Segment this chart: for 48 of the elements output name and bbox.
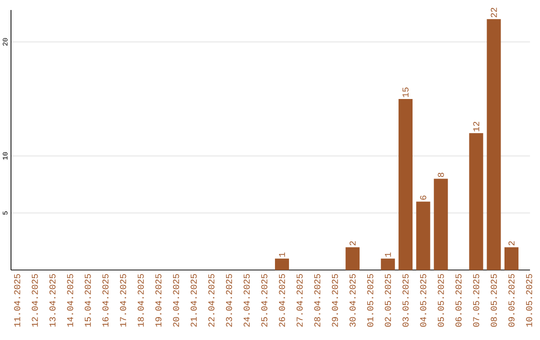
x-tick-label: 05.05.2025: [438, 274, 444, 327]
x-tick-label: 24.04.2025: [244, 274, 250, 327]
bar: [398, 98, 413, 270]
x-tick-label: 23.04.2025: [226, 274, 232, 327]
bar: [434, 178, 448, 270]
bar: [380, 258, 395, 270]
x-tick-label: 15.04.2025: [84, 274, 91, 327]
data-label: 12: [473, 122, 480, 132]
x-tick-label: 30.04.2025: [350, 274, 356, 327]
x-tick-label: 02.05.2025: [384, 274, 391, 327]
x-tick-label: 04.05.2025: [420, 274, 426, 327]
data-label: 15: [402, 88, 409, 98]
x-tick-label: 25.04.2025: [261, 274, 268, 327]
x-tick-label: 07.05.2025: [473, 274, 480, 327]
x-tick-label: 10.05.2025: [526, 274, 532, 327]
x-tick-label: 27.04.2025: [296, 274, 303, 327]
x-tick-label: 18.04.2025: [138, 274, 144, 327]
x-tick-label: 19.04.2025: [155, 274, 162, 327]
x-tick-label: 11.04.2025: [14, 274, 20, 327]
data-label: 8: [438, 172, 444, 177]
data-label: 2: [350, 241, 356, 246]
bar: [486, 19, 501, 270]
x-tick-label: 17.04.2025: [120, 274, 126, 327]
x-tick-label: 03.05.2025: [402, 274, 409, 327]
bar: [469, 133, 484, 270]
x-tick-label: 21.04.2025: [190, 274, 197, 327]
x-tick-label: 12.04.2025: [32, 274, 38, 327]
x-tick-label: 13.04.2025: [49, 274, 56, 327]
x-tick-label: 26.04.2025: [278, 274, 286, 327]
x-tick-label: 20.04.2025: [173, 274, 180, 327]
x-tick-label: 16.04.2025: [102, 274, 108, 327]
bar: [504, 247, 518, 270]
x-tick-label: 01.05.2025: [367, 274, 374, 327]
data-label: 1: [279, 252, 285, 257]
bar: [346, 247, 360, 270]
x-tick-label: 29.04.2025: [332, 274, 338, 327]
data-label: 22: [490, 8, 497, 18]
data-label: 6: [420, 196, 426, 200]
bar: [416, 202, 430, 270]
x-tick-label: 09.05.2025: [508, 274, 515, 327]
x-tick-label: 08.05.2025: [490, 274, 497, 327]
data-label: 2: [508, 241, 514, 246]
data-label: 1: [384, 252, 391, 257]
x-tick-label: 14.04.2025: [67, 274, 74, 327]
x-tick-label: 06.05.2025: [455, 274, 462, 327]
x-tick-label: 22.04.2025: [208, 274, 214, 327]
x-tick-label: 28.04.2025: [314, 274, 320, 327]
bar: [274, 258, 289, 270]
